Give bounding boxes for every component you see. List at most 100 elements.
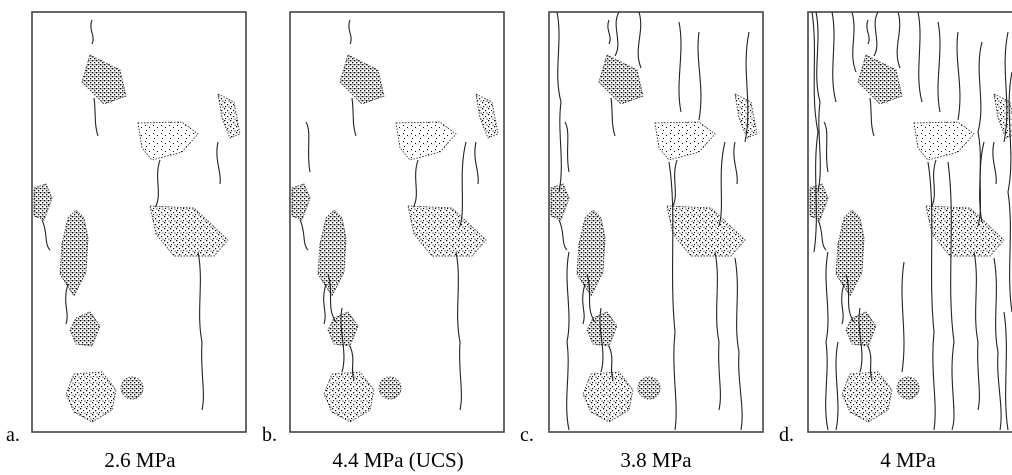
crack-path <box>327 273 337 323</box>
crack-path <box>917 11 923 103</box>
specimen-outline <box>289 11 505 433</box>
crack-path <box>93 97 99 137</box>
crack-path <box>637 11 642 69</box>
crack-path <box>607 19 611 45</box>
inclusion-large-mid <box>149 205 229 257</box>
inclusion-bottom-big <box>582 371 634 423</box>
panel-a-caption: 2.6 MPa <box>104 448 176 472</box>
inclusion-large-mid <box>407 205 487 257</box>
panel-a-letter: a. <box>6 424 20 446</box>
inclusion-upper-left <box>598 54 644 105</box>
crack-path <box>349 345 355 381</box>
crack-path <box>973 251 980 411</box>
crack-path <box>608 345 614 381</box>
inclusion-upper-left <box>857 54 903 105</box>
inclusion-upper-left <box>81 54 127 105</box>
crack-path <box>734 257 743 431</box>
panel-c-caption: 3.8 MPa <box>620 448 692 472</box>
crack-path <box>811 11 819 253</box>
crack-path <box>582 283 586 325</box>
crack-path <box>873 11 879 57</box>
specimen-outline <box>31 11 247 433</box>
crack-path <box>216 141 221 185</box>
crack-path <box>714 251 721 411</box>
crack-path <box>817 219 827 251</box>
inclusion-left-long <box>317 209 347 297</box>
crack-path <box>1007 71 1012 313</box>
crack-path <box>155 159 161 207</box>
crack-path <box>896 11 901 69</box>
inclusion-left-long <box>576 209 606 297</box>
specimen-panel-c <box>548 11 764 433</box>
inclusion-left-long <box>59 209 89 297</box>
crack-path <box>610 97 616 137</box>
inclusion-middle-top <box>654 121 716 161</box>
crack-path <box>668 161 677 431</box>
inclusion-middle-top <box>913 121 975 161</box>
crack-path <box>835 341 839 431</box>
crack-path <box>459 141 467 227</box>
inclusion-round <box>896 376 920 400</box>
inclusion-upper-right <box>475 93 499 139</box>
crack-path <box>851 11 857 73</box>
inclusion-small-lower <box>69 311 101 347</box>
crack-path <box>556 11 562 193</box>
crack-path <box>65 283 69 325</box>
inclusion-middle-top <box>395 121 457 161</box>
crack-path <box>869 97 875 137</box>
crack-path <box>927 161 936 431</box>
crack-path <box>744 31 750 143</box>
panel-b-letter: b. <box>262 424 277 446</box>
crack-path <box>931 159 937 207</box>
specimen-panel-a <box>31 11 247 433</box>
crack-path <box>937 21 941 113</box>
crack-path <box>351 97 357 137</box>
panel-b-caption: 4.4 MPa (UCS) <box>332 448 464 472</box>
inclusion-left-edge <box>33 183 53 221</box>
crack-path <box>947 161 955 431</box>
inclusion-round <box>120 376 144 400</box>
inclusion-upper-right <box>993 93 1012 139</box>
crack-path <box>866 19 870 45</box>
crack-path <box>831 11 837 103</box>
crack-path <box>586 273 596 323</box>
crack-path <box>474 141 479 185</box>
crack-path <box>455 251 462 411</box>
crack-path <box>305 121 311 173</box>
crack-path <box>614 11 620 57</box>
inclusion-bottom-big <box>323 371 375 423</box>
crack-path <box>718 141 726 227</box>
crack-path <box>197 251 204 411</box>
inclusion-middle-top <box>137 121 199 161</box>
crack-path <box>348 19 352 45</box>
inclusion-left-edge <box>809 183 829 221</box>
crack-path <box>1003 31 1009 143</box>
crack-path <box>977 41 983 223</box>
inclusion-left-long <box>835 209 865 297</box>
crack-path <box>41 219 51 251</box>
panel-d-caption: 4 MPa <box>880 448 936 472</box>
crack-path <box>340 307 345 373</box>
crack-path <box>566 251 570 431</box>
crack-path <box>823 121 829 173</box>
panel-c-letter: c. <box>520 424 534 446</box>
inclusion-left-edge <box>291 183 311 221</box>
crack-path <box>672 159 678 207</box>
inclusion-round <box>637 376 661 400</box>
crack-path <box>558 219 568 251</box>
crack-path <box>697 31 702 121</box>
crack-path <box>956 31 961 121</box>
crack-path <box>90 19 94 45</box>
crack-path <box>858 307 863 373</box>
inclusion-round <box>378 376 402 400</box>
crack-path <box>993 257 1002 431</box>
inclusion-bottom-big <box>841 371 893 423</box>
crack-path <box>992 141 997 185</box>
specimen-panel-b <box>289 11 505 433</box>
inclusion-upper-right <box>217 93 241 139</box>
inclusion-bottom-big <box>65 371 117 423</box>
crack-path <box>841 283 845 325</box>
inclusion-left-edge <box>550 183 570 221</box>
inclusion-upper-left <box>339 54 385 105</box>
